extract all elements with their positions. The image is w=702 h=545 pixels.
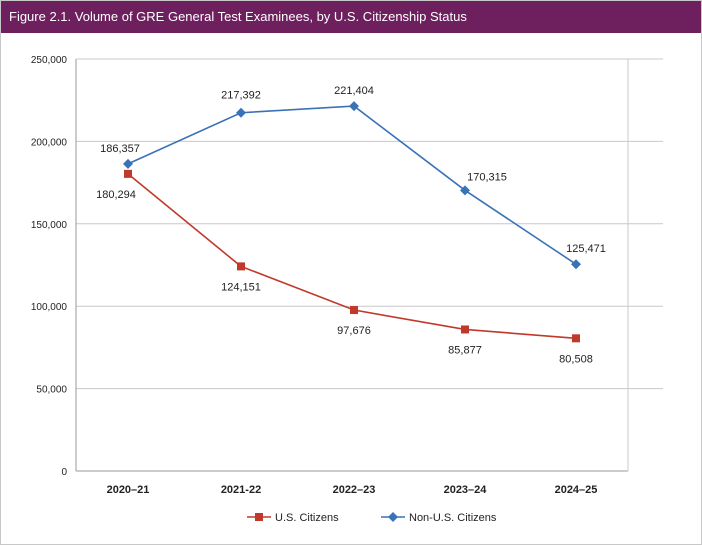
non-u-s-citizens-point bbox=[460, 185, 470, 196]
x-tick-label: 2020–21 bbox=[107, 484, 150, 496]
y-tick-label: 200,000 bbox=[31, 137, 68, 148]
non-u-s-citizens-data-label: 170,315 bbox=[467, 171, 507, 183]
non-u-s-citizens-data-label: 221,404 bbox=[334, 85, 374, 97]
y-tick-label: 50,000 bbox=[36, 385, 67, 396]
legend-non-u-s-citizens-label: Non-U.S. Citizens bbox=[409, 512, 497, 524]
u-s-citizens-point bbox=[461, 325, 469, 334]
u-s-citizens-point bbox=[237, 262, 245, 271]
y-tick-label: 0 bbox=[61, 467, 67, 478]
u-s-citizens-data-label: 180,294 bbox=[96, 189, 136, 201]
non-u-s-citizens-data-label: 217,392 bbox=[221, 90, 261, 102]
figure-title: Figure 2.1. Volume of GRE General Test E… bbox=[1, 1, 701, 33]
y-tick-label: 250,000 bbox=[31, 55, 68, 66]
u-s-citizens-data-label: 85,877 bbox=[448, 344, 482, 356]
legend-u-s-citizens-marker bbox=[255, 513, 263, 521]
x-tick-label: 2023–24 bbox=[444, 484, 488, 496]
legend-non-u-s-citizens-marker bbox=[388, 512, 398, 522]
y-tick-label: 150,000 bbox=[31, 220, 68, 231]
y-tick-label: 100,000 bbox=[31, 302, 68, 313]
u-s-citizens-data-label: 97,676 bbox=[337, 325, 371, 337]
non-u-s-citizens-point bbox=[123, 158, 133, 169]
line-chart: 0 50,000 100,000 150,000 200,000 250,000 2020–… bbox=[31, 55, 663, 524]
u-s-citizens-point bbox=[572, 334, 580, 343]
u-s-citizens-data-label: 124,151 bbox=[221, 281, 261, 293]
x-tick-label: 2022–23 bbox=[333, 484, 376, 496]
u-s-citizens-point bbox=[124, 169, 132, 178]
x-tick-label: 2021-22 bbox=[221, 484, 261, 496]
u-s-citizens-point bbox=[350, 306, 358, 315]
non-u-s-citizens-data-label: 125,471 bbox=[566, 243, 606, 255]
x-tick-label: 2024–25 bbox=[555, 484, 598, 496]
non-u-s-citizens-line bbox=[127, 105, 577, 265]
non-u-s-citizens-point bbox=[571, 259, 581, 270]
non-u-s-citizens-point bbox=[236, 107, 246, 118]
non-u-s-citizens-data-label: 186,357 bbox=[100, 143, 140, 155]
u-s-citizens-data-label: 80,508 bbox=[559, 353, 593, 365]
legend-u-s-citizens-label: U.S. Citizens bbox=[275, 512, 339, 524]
non-u-s-citizens-point bbox=[349, 101, 359, 112]
